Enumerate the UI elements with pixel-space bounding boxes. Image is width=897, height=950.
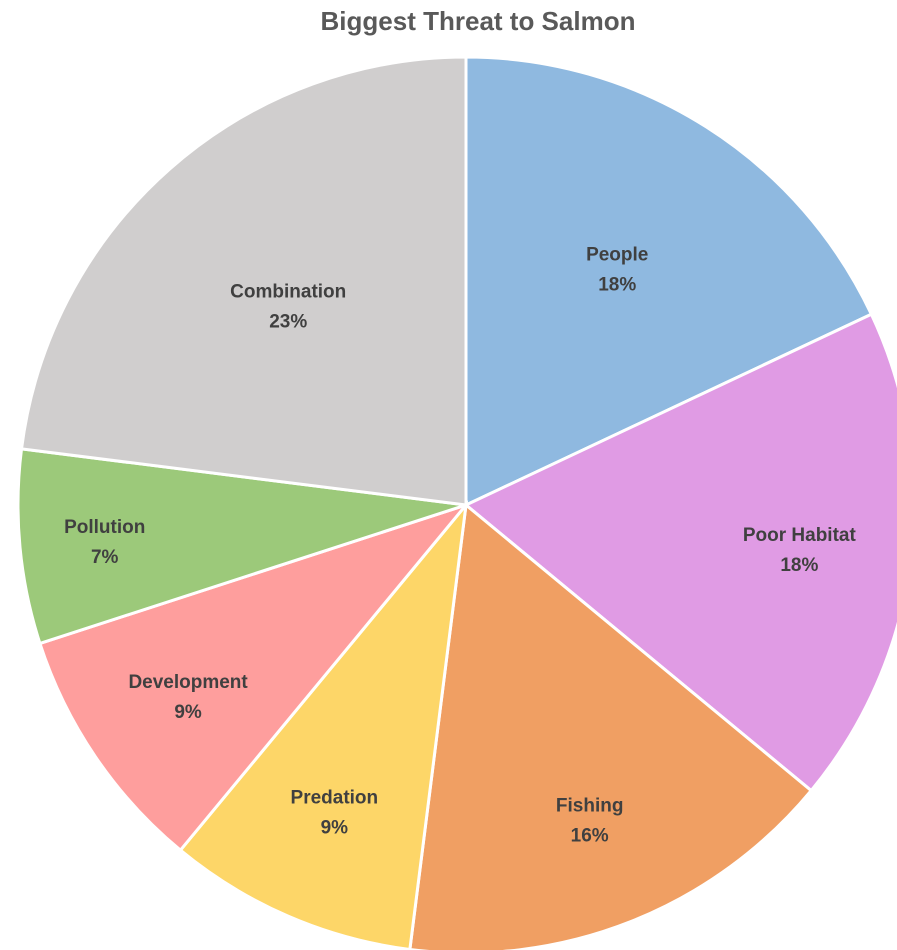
- slice-poor-habitat: [463, 312, 897, 793]
- slice-predation: [178, 500, 469, 950]
- data-label-pollution: Pollution 7%: [64, 517, 145, 568]
- data-label-combination: Combination 23%: [230, 281, 346, 332]
- slice-combination: [19, 55, 468, 507]
- slice-people: [464, 55, 874, 508]
- data-label-poor-habitat: Poor Habitat 18%: [743, 525, 857, 576]
- slice-fishing: [408, 502, 814, 950]
- data-label-development: Development 9%: [128, 672, 248, 723]
- chart-title: Biggest Threat to Salmon: [320, 6, 636, 36]
- data-label-fishing: Fishing 16%: [556, 795, 624, 846]
- data-label-predation: Predation 9%: [291, 787, 379, 838]
- slice-pollution: [16, 447, 467, 646]
- slice-labels: People 18% Poor Habitat 18% Fishing 16% Predat…: [64, 245, 856, 847]
- pie-slices: [16, 55, 897, 950]
- data-label-people: People 18%: [586, 245, 648, 296]
- slice-development: [38, 501, 471, 853]
